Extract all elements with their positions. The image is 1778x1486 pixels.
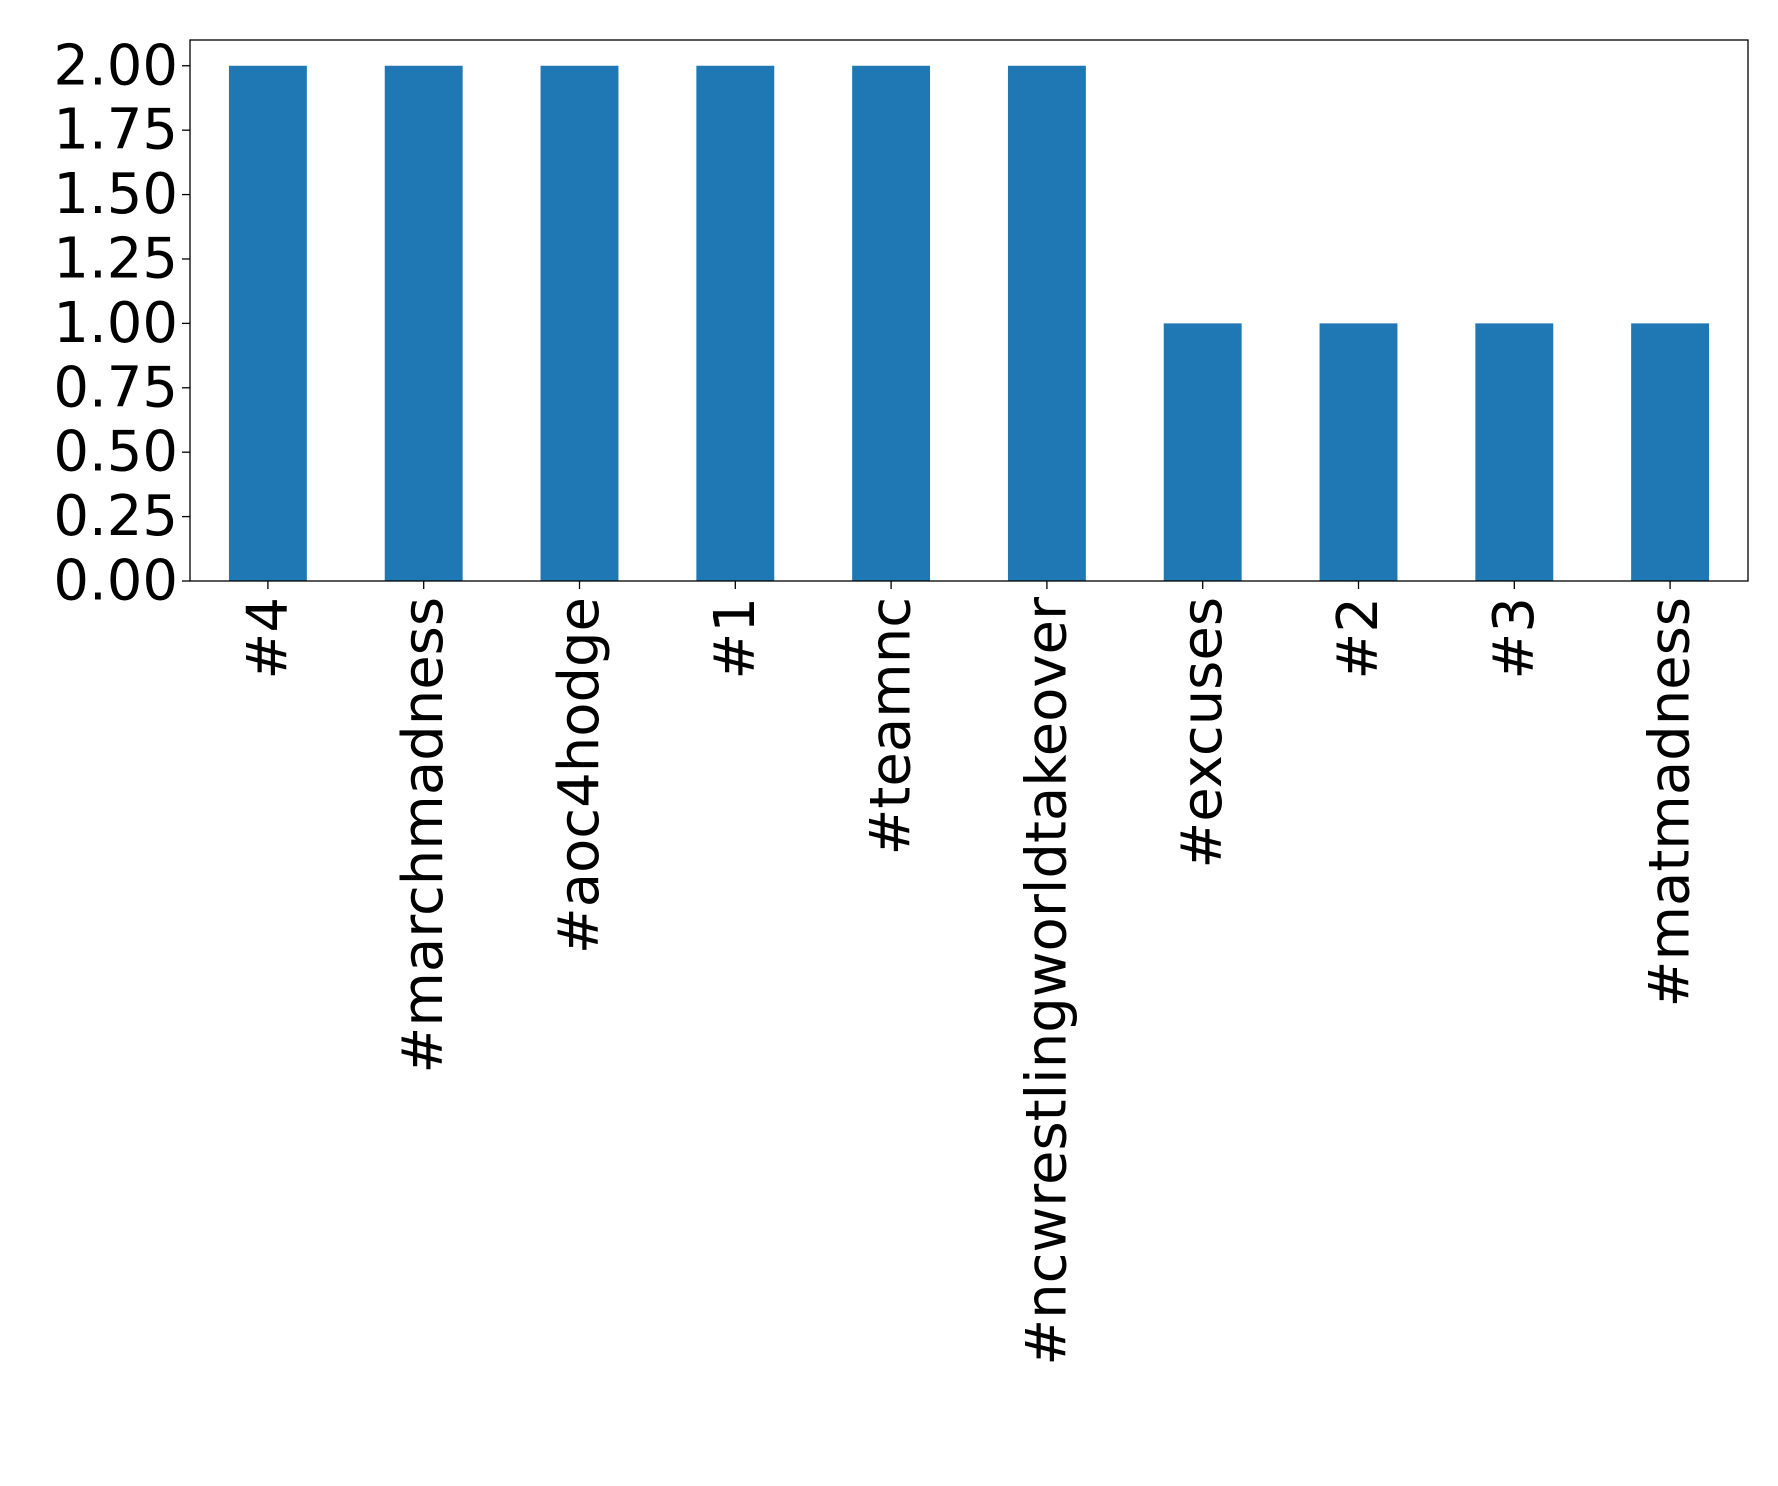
bar-9: [1631, 323, 1710, 581]
bar-5: [1007, 65, 1086, 581]
bar-1: [384, 65, 463, 581]
y-axis: 0.000.250.500.751.001.251.501.752.00: [53, 33, 190, 614]
x-tick-label-1: #marchmadness: [391, 597, 456, 1074]
y-tick-label-8: 2.00: [53, 33, 178, 98]
x-tick-label-4: #teamnc: [859, 597, 924, 855]
x-tick-label-2: #aoc4hodge: [547, 597, 612, 954]
y-tick-label-6: 1.50: [53, 162, 178, 227]
y-tick-label-2: 0.50: [53, 420, 178, 485]
bar-7: [1319, 323, 1398, 581]
y-tick-label-7: 1.75: [53, 98, 178, 163]
bar-4: [852, 65, 931, 581]
y-tick-label-4: 1.00: [53, 291, 178, 356]
bar-6: [1163, 323, 1242, 581]
bar-8: [1475, 323, 1554, 581]
x-axis: #4 #marchmadness #aoc4hodge #1 #teamnc #ncwre…: [235, 581, 1703, 1366]
x-tick-label-3: #1: [703, 597, 768, 680]
bars-group: [228, 65, 1710, 581]
x-tick-label-8: #3: [1482, 597, 1547, 680]
x-tick-label-0: #4: [235, 597, 300, 680]
plot-frame: [189, 39, 1749, 582]
y-tick-label-1: 0.25: [53, 484, 178, 549]
bar-2: [540, 65, 619, 581]
bar-3: [696, 65, 775, 581]
x-tick-label-9: #matmadness: [1638, 597, 1703, 1007]
x-tick-label-7: #2: [1326, 597, 1391, 680]
y-tick-label-3: 0.75: [53, 355, 178, 420]
y-tick-label-5: 1.25: [53, 226, 178, 291]
bar-0: [228, 65, 307, 581]
x-tick-label-6: #excuses: [1170, 597, 1235, 869]
x-tick-label-5: #ncwrestlingworldtakeover: [1014, 596, 1079, 1366]
y-tick-label-0: 0.00: [53, 549, 178, 614]
